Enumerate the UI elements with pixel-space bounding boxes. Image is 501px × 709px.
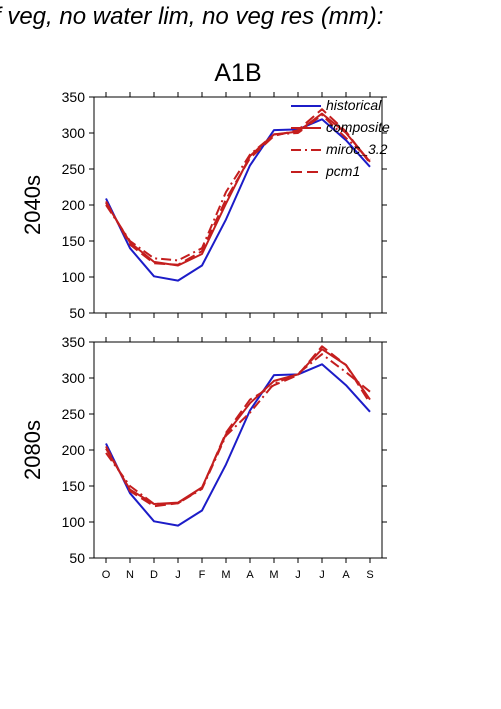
y-axis-label: 2040s	[20, 175, 45, 235]
panel-2040s: 50 100 150 200 250 300 350 2040s historical compo…	[20, 89, 390, 321]
y-axis-label: 2080s	[20, 420, 45, 480]
x-tick-label: F	[199, 569, 206, 581]
series-line-composite	[105, 112, 371, 267]
x-tick-label: M	[221, 569, 230, 581]
x-tick-label: J	[319, 569, 325, 581]
legend-label: composite	[326, 119, 390, 135]
x-tick-label: M	[269, 569, 278, 581]
x-tick-label: D	[150, 569, 158, 581]
y-tick-label: 50	[69, 550, 85, 566]
x-tick-label: N	[126, 569, 134, 581]
panel-2080s: 50 100 150 200 250 300 350 O N D J F M A M J J A S 2080s	[20, 334, 387, 581]
series-line-pcm1	[105, 108, 371, 266]
y-tick-label: 150	[62, 478, 86, 494]
y-tick-label: 200	[62, 442, 86, 458]
y-tick-label: 200	[62, 197, 86, 213]
x-tick-label: S	[366, 569, 373, 581]
page-title: f veg, no water lim, no veg res (mm):	[0, 3, 384, 30]
plot-frame	[93, 341, 383, 559]
legend-label: miroc_3.2	[326, 141, 388, 157]
y-tick-label: 350	[62, 334, 86, 350]
legend-label: historical	[326, 97, 382, 113]
series-line-historical	[105, 118, 371, 282]
y-tick-label: 250	[62, 161, 86, 177]
series-line-miroc-3-2	[105, 114, 371, 262]
y-tick-label: 100	[62, 514, 86, 530]
x-tick-label: J	[175, 569, 181, 581]
x-tick-label: J	[295, 569, 301, 581]
legend-label: pcm1	[325, 163, 360, 179]
x-tick-label: A	[342, 569, 350, 581]
y-tick-label: 150	[62, 233, 86, 249]
y-tick-label: 300	[62, 370, 86, 386]
series-line-historical	[105, 363, 371, 527]
series-line-pcm1	[105, 345, 371, 508]
y-tick-label: 50	[69, 305, 85, 321]
series-line-miroc-3-2	[105, 353, 371, 505]
y-tick-label: 100	[62, 269, 86, 285]
y-tick-label: 250	[62, 406, 86, 422]
y-tick-label: 350	[62, 89, 86, 105]
scenario-title: A1B	[214, 59, 261, 87]
x-tick-label: O	[102, 569, 111, 581]
y-tick-label: 300	[62, 125, 86, 141]
x-tick-label: A	[246, 569, 254, 581]
